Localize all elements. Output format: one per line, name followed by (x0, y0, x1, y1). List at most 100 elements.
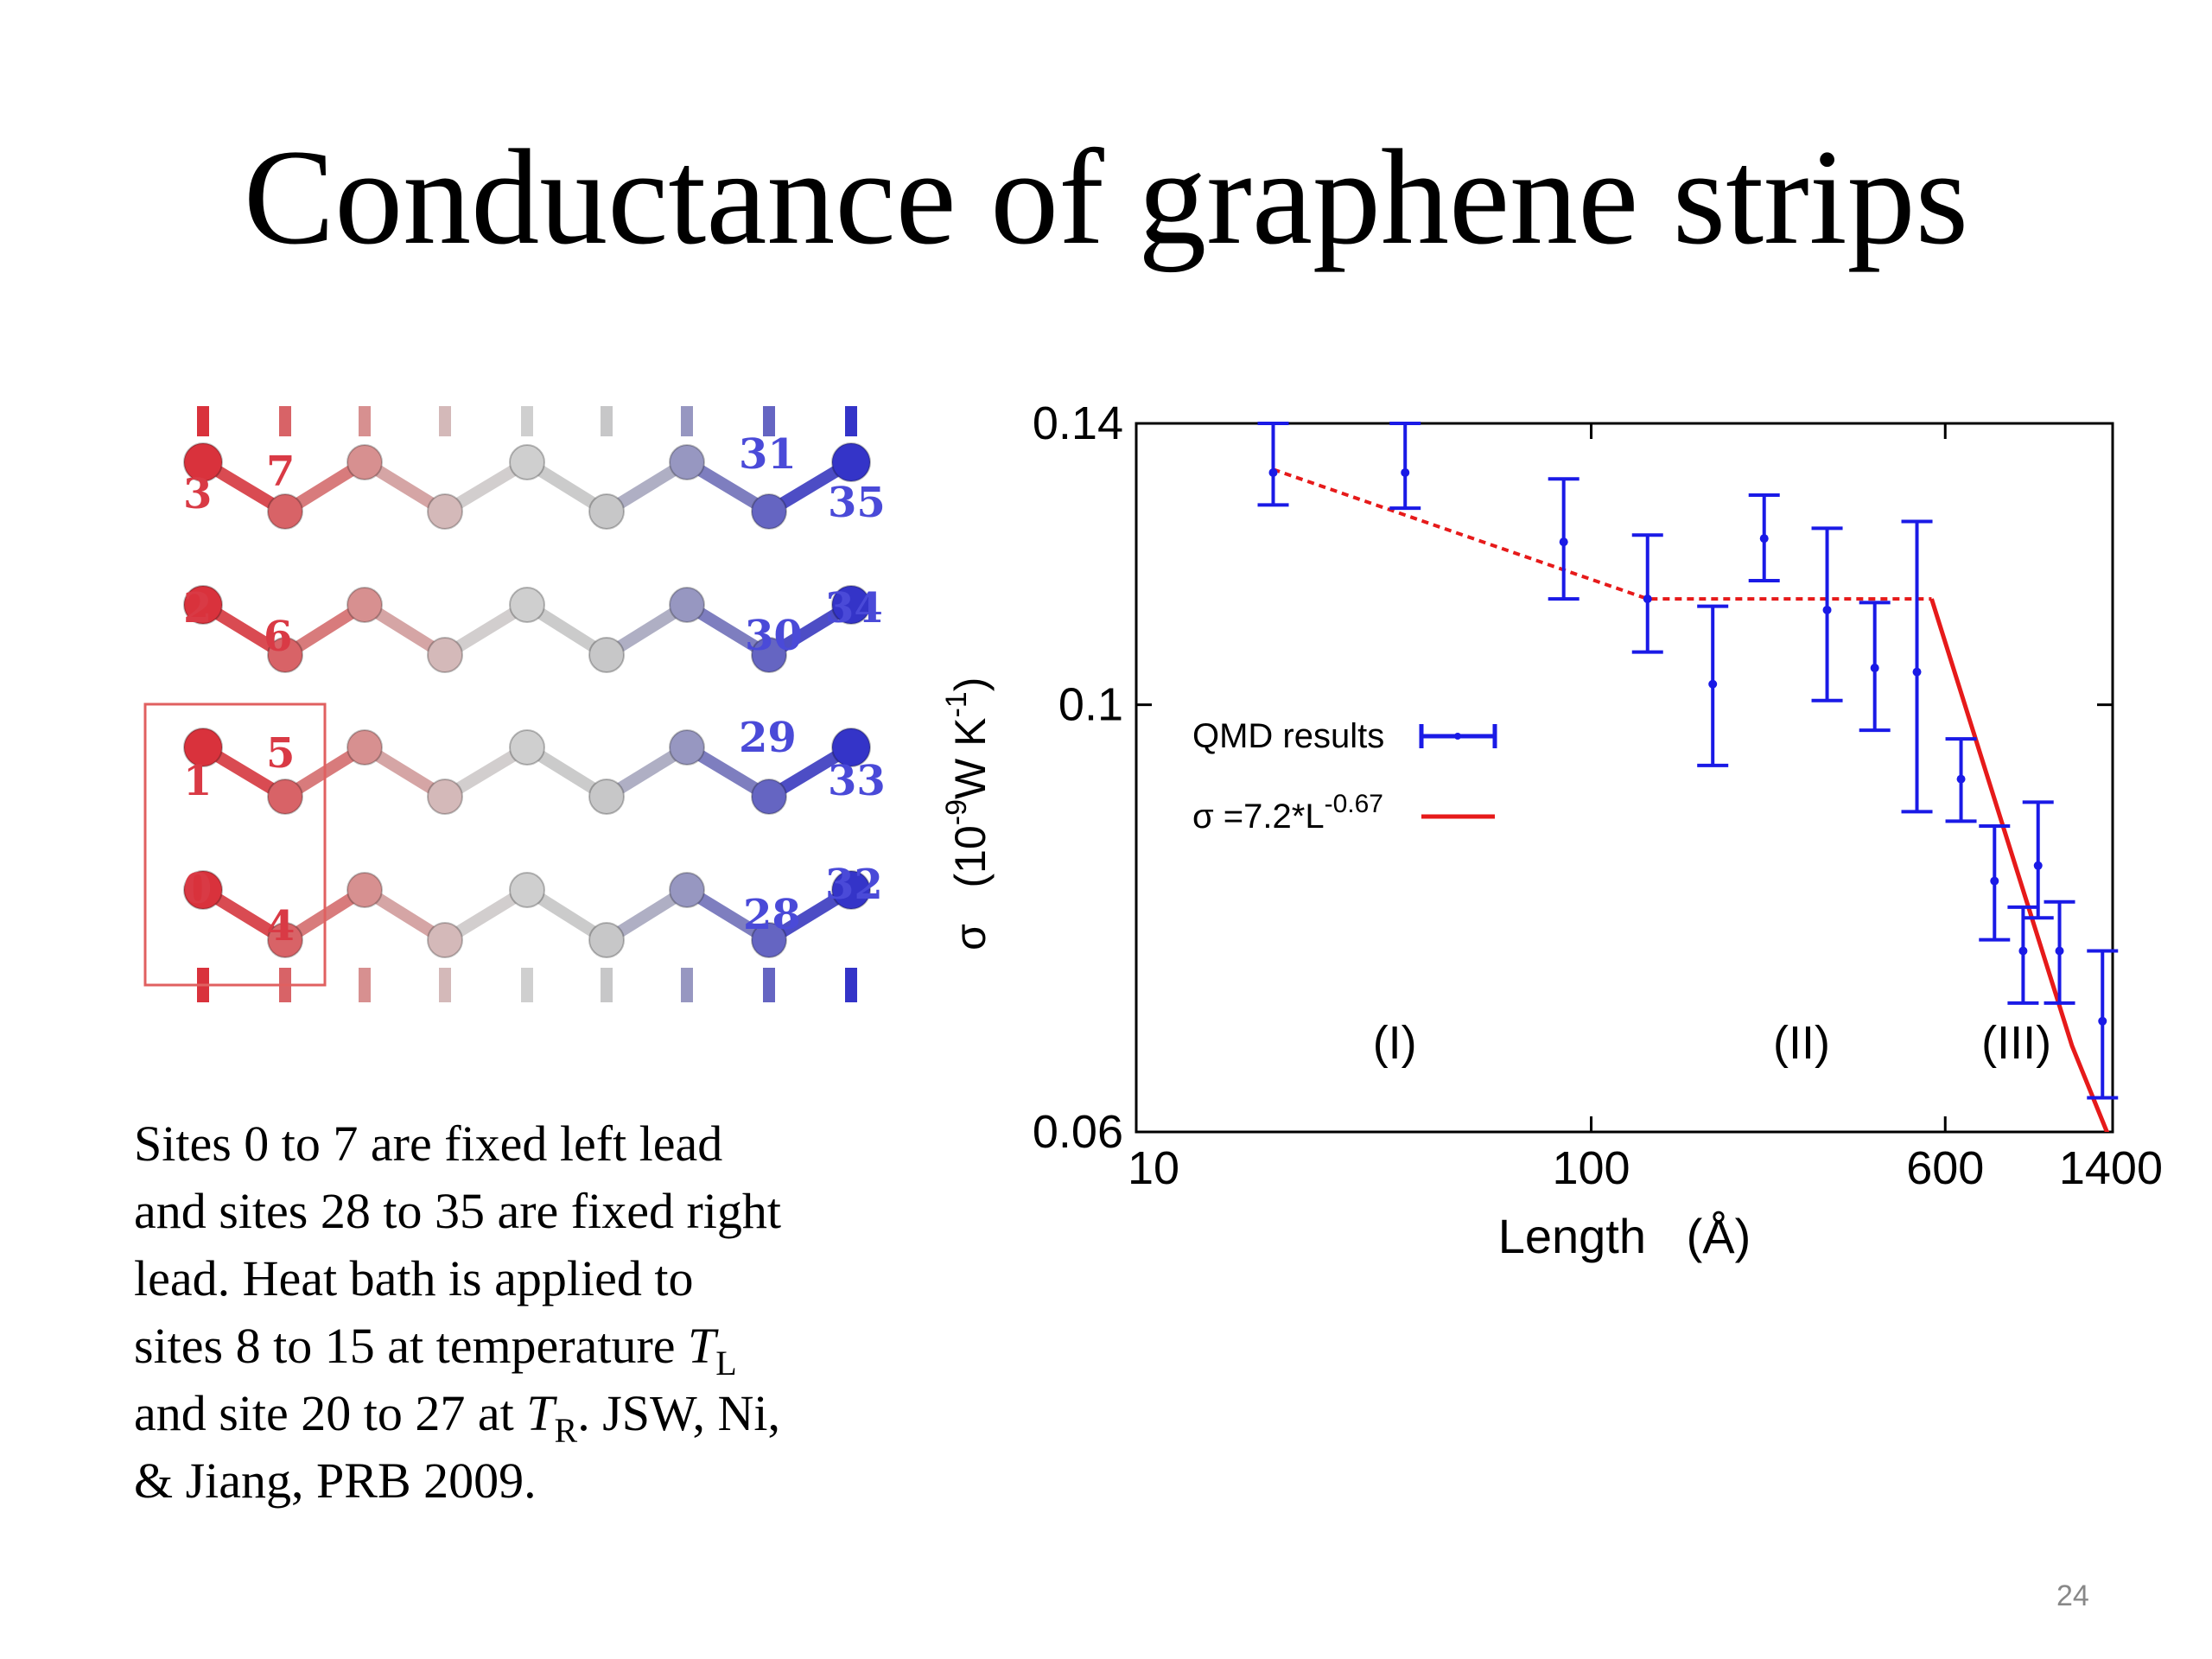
x-tick-label: 600 (1906, 1142, 1984, 1194)
lattice-atom (751, 922, 787, 958)
lattice-atom (427, 779, 463, 815)
page-number: 24 (2056, 1580, 2089, 1612)
caption-line-5-citation: . JSW, Ni, (577, 1385, 780, 1441)
lattice-atom (751, 493, 787, 530)
lattice-atom (669, 587, 705, 623)
lattice-atom (509, 872, 545, 908)
site-label-32: 32 (825, 861, 883, 909)
lattice-atom (751, 779, 787, 815)
lattice-atom (588, 637, 625, 673)
lattice-atom (669, 729, 705, 766)
lattice-atom (509, 729, 545, 766)
data-point (1631, 533, 1663, 654)
site-label-1: 1 (183, 757, 212, 805)
lattice-atom (183, 728, 223, 767)
lattice-atom (831, 442, 871, 482)
plot-frame (1135, 422, 2114, 1134)
chart-legend: QMD results σ =7.2*L-0.67 (1192, 717, 1497, 836)
y-axis-label: σ (10-9W K-1) (940, 677, 995, 950)
lattice-atom (183, 585, 223, 625)
dotted-guide-line (1272, 467, 1932, 601)
site-label-33: 33 (828, 757, 886, 805)
data-point (1748, 493, 1780, 582)
lattice-atom (346, 444, 383, 480)
site-label-5: 5 (266, 729, 295, 778)
temperature-subscript-left: L (715, 1344, 737, 1382)
data-point (2022, 800, 2054, 920)
y-tick-label: 0.1 (1058, 679, 1123, 731)
region-label: (II) (1773, 1017, 1830, 1069)
x-tick-label: 1400 (2059, 1142, 2163, 1194)
caption-line-2: and sites 28 to 35 are fixed right (134, 1183, 781, 1239)
lattice-atom (509, 587, 545, 623)
graphene-lattice-diagram: 3 7 2 6 1 5 0 4 31 35 34 30 29 33 32 28 (143, 406, 886, 1002)
lattice-atom (751, 637, 787, 673)
site-label-7: 7 (266, 448, 295, 496)
lattice-atom (588, 779, 625, 815)
lattice-atom (183, 442, 223, 482)
lattice-atom (267, 922, 303, 958)
data-point (1901, 519, 1933, 814)
region-annotations: (I) (II) (III) (1373, 1017, 2051, 1069)
legend-label-fit: σ =7.2*L-0.67 (1192, 790, 1383, 836)
lattice-atoms (183, 442, 871, 958)
region-label: (I) (1373, 1017, 1417, 1069)
figure-caption: Sites 0 to 7 are fixed left lead and sit… (134, 1110, 912, 1515)
conductance-chart: 10 100 600 1400 0.14 0.1 0.06 Length (Å) σ (10… (940, 397, 2163, 1263)
fit-line (1929, 598, 2110, 1132)
site-label-3: 3 (183, 470, 212, 518)
lattice-atom (267, 493, 303, 530)
slide-title: Conductance of graphene strips (243, 122, 1969, 273)
lattice-atom (831, 585, 871, 625)
site-label-6: 6 (264, 613, 292, 661)
site-label-0: 0 (183, 865, 212, 913)
lattice-atom (427, 637, 463, 673)
caption-line-5: and site 20 to 27 at TR. JSW, Ni, (134, 1380, 912, 1450)
caption-line-4-text: sites 8 to 15 at temperature (134, 1318, 689, 1374)
x-tick-label: 10 (1128, 1142, 1179, 1194)
data-point (1811, 526, 1843, 702)
caption-line-4: sites 8 to 15 at temperature TL (134, 1313, 912, 1382)
data-point (2087, 949, 2119, 1100)
temperature-symbol-right: T (526, 1385, 555, 1441)
lattice-atom (588, 922, 625, 958)
caption-line-5-text: and site 20 to 27 at (134, 1385, 527, 1441)
left-lead-box (143, 702, 327, 987)
axis-ticks: 10 100 600 1400 0.14 0.1 0.06 (1033, 397, 2163, 1194)
series-layer (1257, 422, 2119, 1132)
legend-label-qmd: QMD results (1192, 717, 1384, 755)
site-label-35: 35 (828, 479, 886, 527)
legend-swatch-qmd (1419, 724, 1497, 748)
site-label-29: 29 (739, 714, 797, 762)
lattice-atom (267, 637, 303, 673)
temperature-subscript-right: R (554, 1411, 578, 1450)
lattice-atom (669, 872, 705, 908)
site-label-31: 31 (739, 430, 797, 479)
data-point (1389, 422, 1421, 511)
lattice-atom (509, 444, 545, 480)
site-label-34: 34 (825, 584, 883, 632)
lattice-atom (183, 870, 223, 910)
caption-line-1: Sites 0 to 7 are fixed left lead (134, 1116, 723, 1172)
data-point (1548, 477, 1580, 601)
lattice-atom (267, 779, 303, 815)
data-point (1859, 601, 1891, 733)
x-axis-label: Length (Å) (1498, 1209, 1751, 1263)
lattice-atom (831, 728, 871, 767)
lattice-atom (831, 870, 871, 910)
region-label: (III) (1981, 1017, 2051, 1069)
data-point (1257, 422, 1289, 507)
lattice-atom (427, 493, 463, 530)
data-point (1945, 737, 1977, 823)
site-label-2: 2 (183, 584, 212, 632)
y-tick-label: 0.06 (1033, 1106, 1123, 1158)
data-point (1697, 604, 1729, 767)
x-tick-label: 100 (1552, 1142, 1630, 1194)
plot-axes (1135, 422, 2114, 1134)
temperature-symbol-left: T (688, 1318, 716, 1374)
lattice-atom (427, 922, 463, 958)
lattice-atom (346, 872, 383, 908)
lattice-atom (588, 493, 625, 530)
lattice-atom (346, 587, 383, 623)
caption-line-3: lead. Heat bath is applied to (134, 1250, 694, 1306)
